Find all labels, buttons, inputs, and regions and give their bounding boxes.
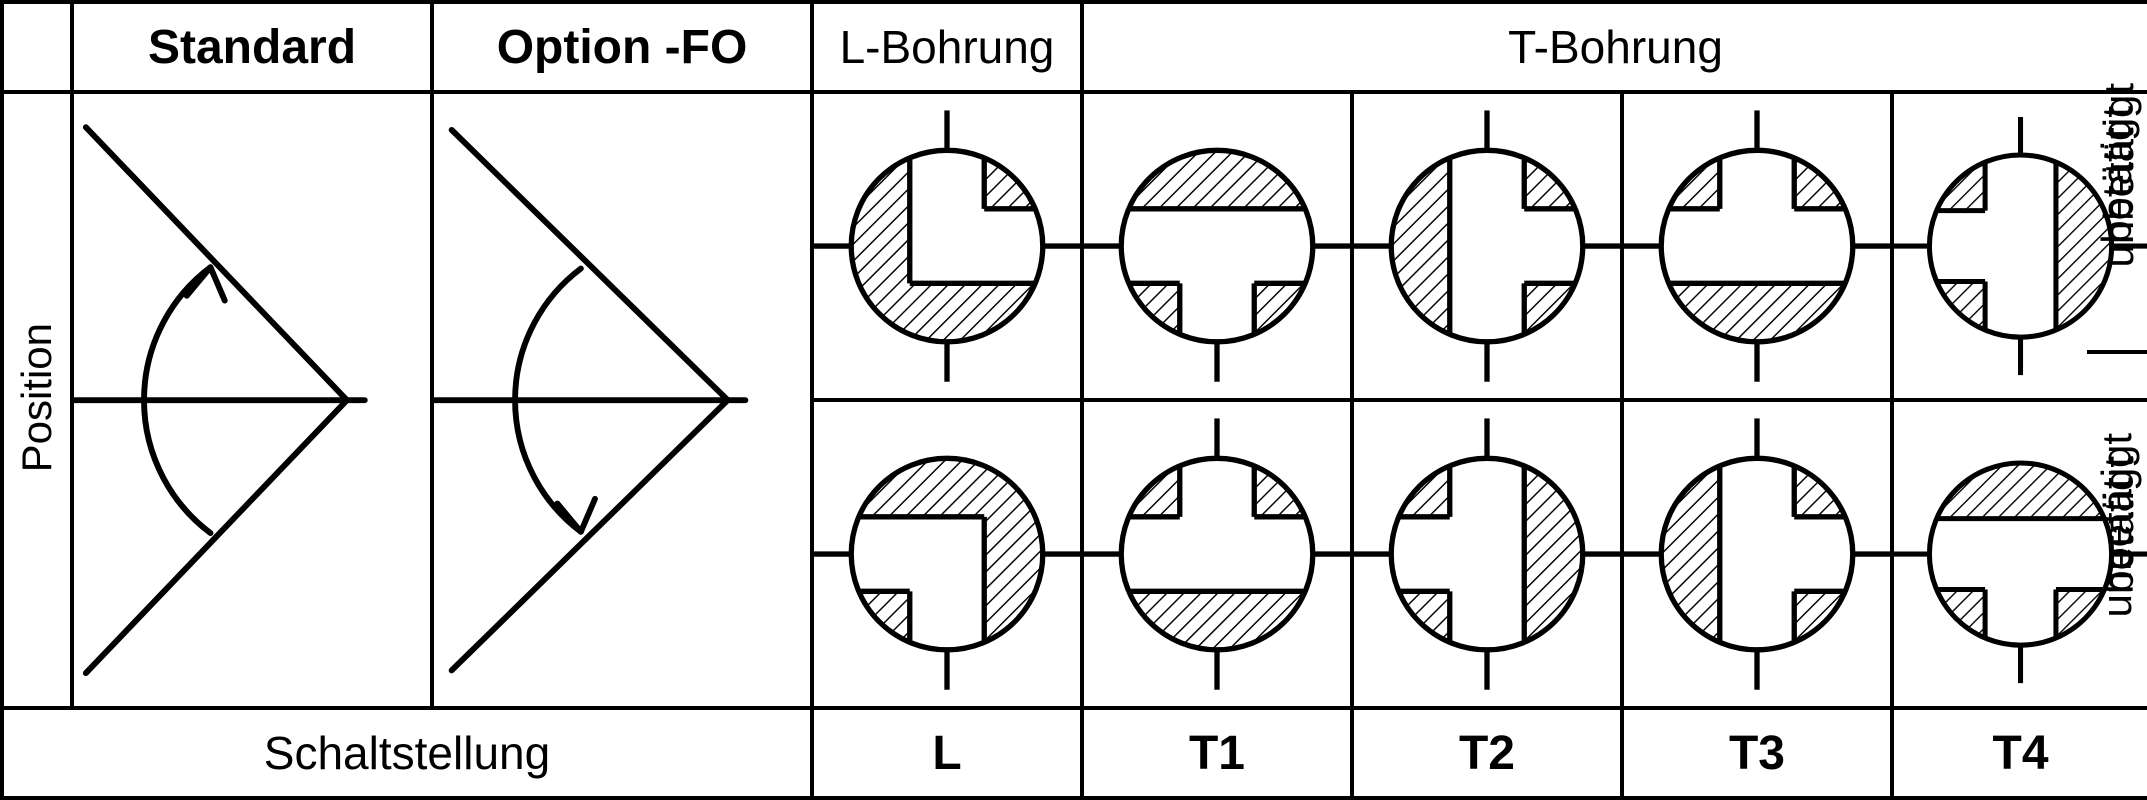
valve-icon [1624, 94, 1890, 398]
row-label-position: Position [2, 92, 72, 708]
valve-position-table: Standard Option -FO L-Bohrung T-Bohrung … [0, 0, 2147, 800]
indicator-standard-cell: betätigt unbetätigt [72, 92, 432, 708]
valve-icon [1894, 402, 2147, 706]
valve-icon [1894, 94, 2147, 398]
valve-T2-bot [1352, 400, 1622, 708]
valve-L-bot [812, 400, 1082, 708]
valve-icon [1354, 94, 1620, 398]
footer-T1: T1 [1082, 708, 1352, 798]
footer-T4: T4 [1892, 708, 2147, 798]
indicator-standard [74, 94, 430, 706]
valve-T3-top [1622, 92, 1892, 400]
valve-T3-bot [1622, 400, 1892, 708]
position-label: Position [13, 323, 61, 472]
valve-icon [1084, 94, 1350, 398]
valve-icon [814, 94, 1080, 398]
valve-icon [1354, 402, 1620, 706]
valve-T2-top [1352, 92, 1622, 400]
valve-T4-top [1892, 92, 2147, 400]
footer-L: L [812, 708, 1082, 798]
header-standard: Standard [72, 2, 432, 92]
header-blank [2, 2, 72, 92]
valve-icon [1084, 402, 1350, 706]
footer-schaltstellung: Schaltstellung [2, 708, 812, 798]
valve-T1-bot [1082, 400, 1352, 708]
footer-T3: T3 [1622, 708, 1892, 798]
valve-T4-bot [1892, 400, 2147, 708]
header-t-bohrung: T-Bohrung [1082, 2, 2147, 92]
header-l-bohrung: L-Bohrung [812, 2, 1082, 92]
footer-T2: T2 [1352, 708, 1622, 798]
valve-icon [814, 402, 1080, 706]
header-option-fo: Option -FO [432, 2, 812, 92]
indicator-option [434, 94, 810, 706]
valve-L-top [812, 92, 1082, 400]
indicator-option-cell: unbetätigt betätigt [432, 92, 812, 708]
valve-icon [1624, 402, 1890, 706]
valve-T1-top [1082, 92, 1352, 400]
